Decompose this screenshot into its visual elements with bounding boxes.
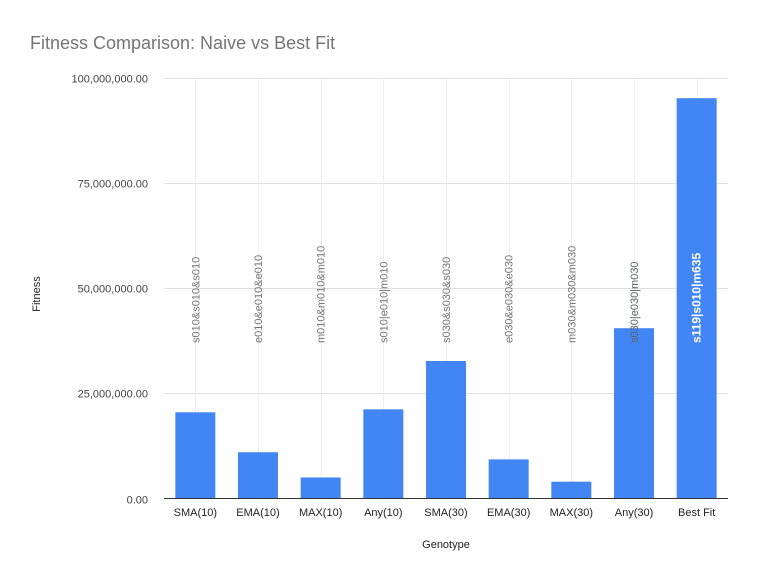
y-tick-label: 100,000,000.00 [72, 74, 148, 86]
y-tick-label: 25,000,000.00 [78, 389, 148, 401]
x-tick-label: Any(30) [615, 507, 654, 519]
gridlines [164, 78, 728, 499]
x-tick-label: SMA(10) [174, 507, 217, 519]
bar [238, 452, 278, 499]
bars [175, 98, 717, 499]
bar-data-label: s010|e010|m010 [378, 261, 390, 343]
bar-data-label: m030&m030&m030 [566, 246, 578, 343]
x-tick-label: SMA(30) [424, 507, 467, 519]
bar-data-label: m010&m010&m010 [316, 246, 328, 343]
y-axis-ticks: 0.00 25,000,000.00 50,000,000.00 75,000,000… [72, 74, 148, 507]
bar-data-label: s010&s010&s010 [190, 257, 202, 343]
bar-data-label: s119|s010|m635 [690, 253, 704, 343]
x-tick-label: MAX(30) [550, 507, 593, 519]
bar-data-label: e030&e030&e030 [504, 255, 516, 343]
x-tick-label: EMA(10) [236, 507, 279, 519]
bar [488, 459, 529, 499]
bar [363, 409, 404, 499]
x-axis-ticks: SMA(10) EMA(10) MAX(10) Any(10) SMA(30) EMA(3… [174, 507, 716, 519]
y-tick-label: 50,000,000.00 [78, 284, 148, 296]
x-tick-label: MAX(10) [299, 507, 342, 519]
chart-title: Fitness Comparison: Naive vs Best Fit [30, 33, 335, 53]
x-tick-label: EMA(30) [487, 507, 530, 519]
y-tick-label: 75,000,000.00 [78, 179, 148, 191]
bar-data-label: s030&s030&s030 [441, 257, 453, 343]
y-tick-label: 0.00 [127, 495, 148, 507]
x-tick-label: Best Fit [678, 507, 715, 519]
bar-data-label: e010&e010&e010 [253, 255, 265, 343]
bar-data-label: s030|e030|m030 [629, 261, 641, 343]
bar [676, 98, 717, 499]
x-tick-label: Any(10) [364, 507, 403, 519]
bar-labels: s010&s010&s010 e010&e010&e010 m010&m010&m0… [190, 246, 703, 343]
bar [175, 412, 216, 499]
x-axis-title: Genotype [422, 539, 470, 551]
bar [614, 328, 654, 499]
y-axis-title: Fitness [31, 276, 43, 312]
bar [426, 360, 466, 499]
bar [300, 477, 341, 499]
bar [551, 481, 592, 499]
